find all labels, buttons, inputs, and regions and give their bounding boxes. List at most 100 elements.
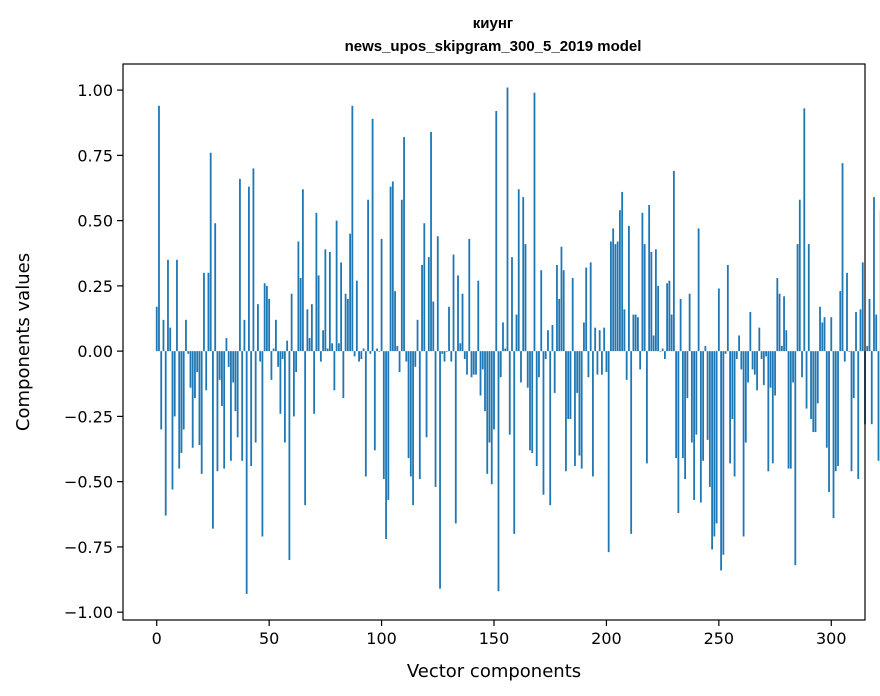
bar <box>663 351 666 359</box>
bar <box>477 280 480 352</box>
bar <box>562 270 565 352</box>
bar <box>412 351 414 506</box>
bar <box>776 278 779 352</box>
bar <box>578 351 581 456</box>
bar <box>245 351 248 594</box>
bar <box>823 317 826 352</box>
bar <box>637 317 639 352</box>
bar <box>286 340 289 352</box>
bar <box>207 272 210 352</box>
bar <box>877 351 880 461</box>
plot-frame <box>122 63 866 621</box>
bar <box>672 171 675 352</box>
bar <box>693 351 696 500</box>
bar <box>634 314 637 352</box>
bar <box>342 351 345 399</box>
bar <box>333 351 336 391</box>
bar <box>281 351 284 359</box>
bar <box>223 351 226 469</box>
y-axis-label: Components values <box>13 253 34 431</box>
y-axis-ticks: −1.00 −0.75 −0.50 −0.25 0.00 0.25 0.50 0.75 1.00 <box>64 81 123 622</box>
bar <box>830 317 833 352</box>
bar <box>292 351 295 417</box>
bar <box>360 351 363 359</box>
bar <box>526 351 529 388</box>
x-tick-label: 50 <box>259 629 279 648</box>
bar <box>243 319 246 352</box>
bar <box>571 278 574 352</box>
bar <box>873 197 875 352</box>
bar <box>385 351 387 540</box>
bar <box>461 293 464 352</box>
bar <box>463 351 466 359</box>
bar <box>825 351 828 448</box>
bar <box>436 236 439 352</box>
bar <box>762 351 765 386</box>
bar <box>592 351 594 477</box>
bar <box>540 270 543 352</box>
bar <box>331 343 334 352</box>
bar <box>454 351 457 524</box>
bar <box>556 265 558 352</box>
bar <box>774 351 776 396</box>
bar <box>376 348 378 352</box>
y-tick-label: 0.00 <box>77 342 113 361</box>
bar <box>801 351 803 378</box>
bar <box>533 92 536 352</box>
bar <box>657 285 660 352</box>
bar <box>319 351 322 362</box>
bar <box>277 351 280 367</box>
bar <box>484 351 486 412</box>
bar <box>349 233 351 352</box>
bar <box>708 351 711 487</box>
bar <box>843 351 846 362</box>
bar <box>810 351 812 420</box>
bar <box>834 351 837 472</box>
bar <box>868 298 871 352</box>
bar <box>544 351 547 359</box>
bar <box>403 137 405 352</box>
bar <box>706 351 709 440</box>
bar <box>758 327 761 352</box>
bar <box>747 351 749 383</box>
y-tick-label: −0.50 <box>64 473 113 492</box>
bar <box>290 293 293 352</box>
x-tick-label: 0 <box>152 629 162 648</box>
bar <box>351 105 354 352</box>
bar <box>614 244 617 352</box>
bar <box>740 351 743 370</box>
bar <box>549 351 552 506</box>
bar <box>650 251 653 352</box>
bar <box>308 338 311 352</box>
bar <box>493 351 495 430</box>
bar <box>218 351 221 380</box>
bar <box>315 212 318 352</box>
bar <box>621 191 624 352</box>
bar <box>580 351 583 469</box>
bar <box>194 351 196 399</box>
bar <box>870 351 873 425</box>
bar <box>855 311 857 352</box>
x-axis-label: Vector components <box>407 661 581 682</box>
bar <box>439 351 441 589</box>
bar <box>382 351 385 480</box>
bar <box>585 267 588 352</box>
bar <box>225 338 228 352</box>
bar <box>275 319 277 352</box>
bar <box>414 351 417 367</box>
bar <box>310 304 313 352</box>
bar <box>852 351 855 399</box>
bar <box>789 351 792 469</box>
bar <box>340 262 342 352</box>
bar <box>702 351 705 461</box>
bar <box>713 351 716 537</box>
bar <box>717 288 720 352</box>
bar <box>254 351 257 443</box>
bar <box>816 351 819 404</box>
bar <box>625 351 628 380</box>
bar <box>798 199 801 352</box>
bar <box>724 351 727 354</box>
bar <box>405 351 408 362</box>
bar <box>470 351 473 378</box>
bar <box>630 351 633 534</box>
